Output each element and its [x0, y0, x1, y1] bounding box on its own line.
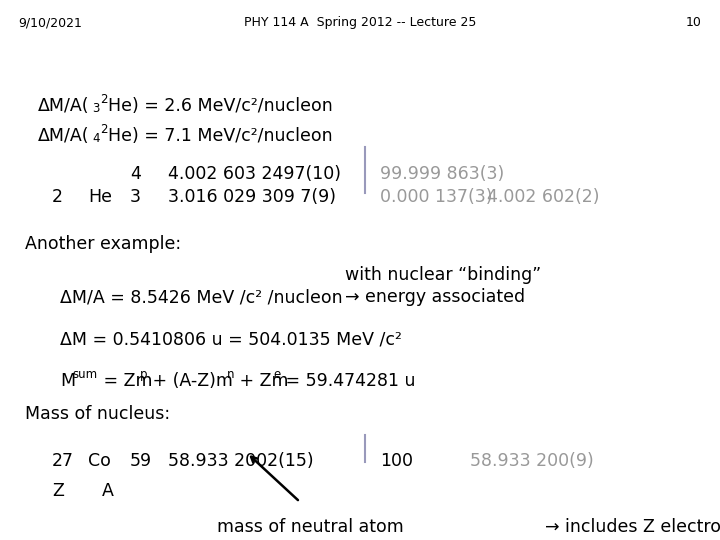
Text: PHY 114 A  Spring 2012 -- Lecture 25: PHY 114 A Spring 2012 -- Lecture 25 — [244, 16, 476, 29]
Text: 4.002 603 2497(10): 4.002 603 2497(10) — [168, 165, 341, 183]
Text: 58.933 2002(15): 58.933 2002(15) — [168, 452, 314, 470]
Text: A: A — [102, 482, 114, 500]
Text: sum: sum — [72, 368, 97, 381]
Text: ΔM = 0.5410806 u = 504.0135 MeV /c²: ΔM = 0.5410806 u = 504.0135 MeV /c² — [60, 330, 402, 348]
Text: n: n — [227, 368, 235, 381]
Text: He: He — [88, 188, 112, 206]
Text: p: p — [140, 368, 148, 381]
Text: 3: 3 — [92, 102, 99, 115]
Text: e: e — [273, 368, 280, 381]
Text: = Zm: = Zm — [98, 372, 153, 390]
Text: 58.933 200(9): 58.933 200(9) — [470, 452, 594, 470]
Text: 3: 3 — [130, 188, 141, 206]
Text: He) = 7.1 MeV/c²/nucleon: He) = 7.1 MeV/c²/nucleon — [108, 127, 333, 145]
Text: mass of neutral atom: mass of neutral atom — [217, 518, 403, 536]
Text: 4: 4 — [92, 132, 99, 145]
Text: 100: 100 — [380, 452, 413, 470]
Text: Z: Z — [52, 482, 64, 500]
Text: 2: 2 — [52, 188, 63, 206]
Text: + (A-Z)m: + (A-Z)m — [147, 372, 233, 390]
Text: Another example:: Another example: — [25, 235, 181, 253]
Text: ΔM/A(: ΔM/A( — [38, 127, 89, 145]
Text: Co: Co — [88, 452, 111, 470]
Text: 0.000 137(3): 0.000 137(3) — [380, 188, 492, 206]
Text: = 59.474281 u: = 59.474281 u — [280, 372, 415, 390]
Text: with nuclear “binding”: with nuclear “binding” — [345, 266, 541, 284]
Text: ΔM/A(: ΔM/A( — [38, 97, 89, 115]
Text: → energy associated: → energy associated — [345, 288, 525, 306]
Text: Mass of nucleus:: Mass of nucleus: — [25, 405, 170, 423]
Text: 4: 4 — [130, 165, 141, 183]
Text: → includes Z electrons: → includes Z electrons — [545, 518, 720, 536]
Text: 3.016 029 309 7(9): 3.016 029 309 7(9) — [168, 188, 336, 206]
Text: M: M — [60, 372, 75, 390]
Text: 99.999 863(3): 99.999 863(3) — [380, 165, 504, 183]
Text: 10: 10 — [686, 16, 702, 29]
Text: 9/10/2021: 9/10/2021 — [18, 16, 82, 29]
Text: 27: 27 — [52, 452, 74, 470]
Text: 4.002 602(2): 4.002 602(2) — [487, 188, 600, 206]
Text: 2: 2 — [100, 123, 107, 136]
Text: 2: 2 — [100, 93, 107, 106]
Text: He) = 2.6 MeV/c²/nucleon: He) = 2.6 MeV/c²/nucleon — [108, 97, 333, 115]
Text: 59: 59 — [130, 452, 152, 470]
Text: + Zm: + Zm — [234, 372, 289, 390]
Text: ΔM/A = 8.5426 MeV /c² /nucleon: ΔM/A = 8.5426 MeV /c² /nucleon — [60, 288, 343, 306]
